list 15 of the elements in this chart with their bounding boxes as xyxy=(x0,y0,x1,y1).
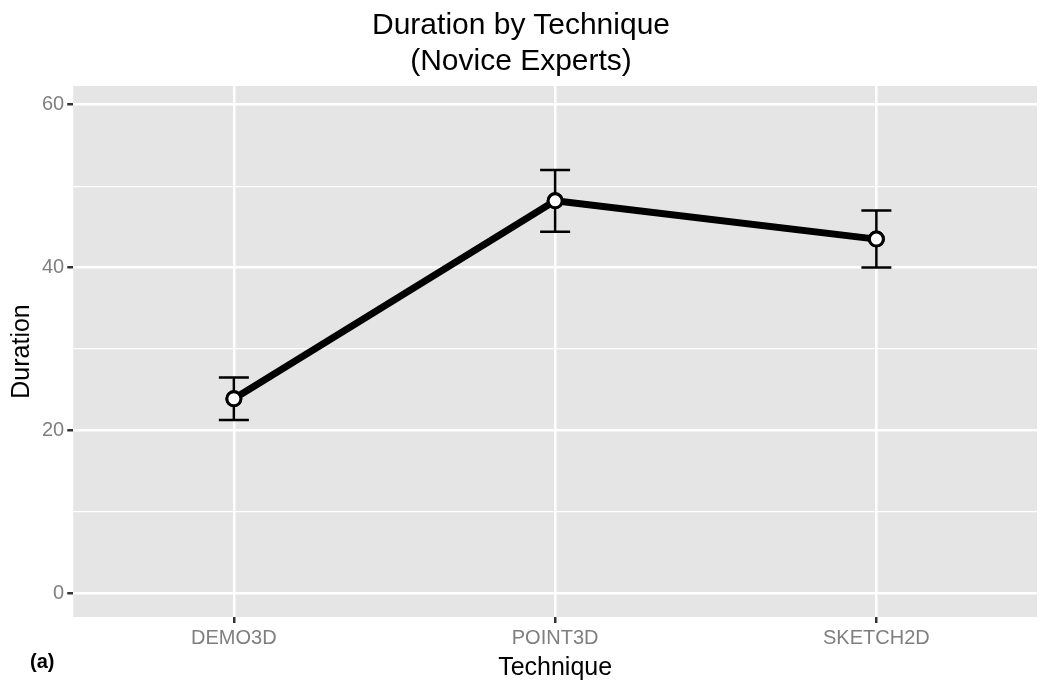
y-axis-title: Duration xyxy=(5,304,34,399)
y-tick-label: 0 xyxy=(53,580,65,603)
chart-title: Duration by Technique xyxy=(372,7,670,41)
y-tick-label: 60 xyxy=(42,92,65,115)
x-tick-label: POINT3D xyxy=(511,625,599,648)
point xyxy=(546,192,564,210)
text: (a) xyxy=(30,650,55,672)
point xyxy=(225,390,243,408)
point xyxy=(867,230,885,248)
x-tick-label: DEMO3D xyxy=(191,625,277,648)
y-tick-label: 20 xyxy=(42,418,65,441)
x-tick-label: SKETCH2D xyxy=(823,625,930,648)
x-axis-title: Technique xyxy=(498,651,613,680)
chart-subtitle: (Novice Experts) xyxy=(410,43,632,77)
y-tick-label: 40 xyxy=(42,255,65,278)
